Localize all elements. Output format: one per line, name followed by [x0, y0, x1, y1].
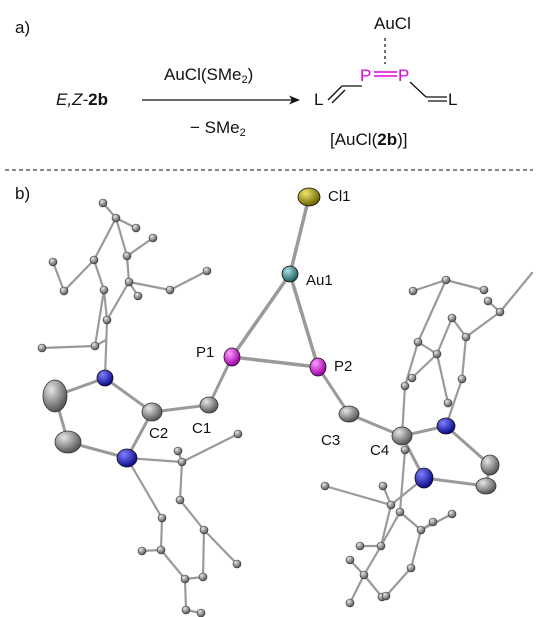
phosphorus-atoms [223, 347, 327, 377]
phosphorus-left-label: P [360, 66, 372, 85]
reagent-above-text: AuCl(SMe [164, 65, 242, 84]
panel-a-label: a) [15, 18, 31, 37]
product-name-prefix: [AuCl( [330, 130, 378, 149]
atom-label-p1: P1 [196, 344, 215, 361]
left-vinyl-linker [327, 85, 362, 104]
ligand-right-label: L [448, 90, 458, 109]
gold-atom [281, 265, 299, 283]
reaction-arrow [142, 95, 300, 105]
reactant-label: E,Z-2b [56, 90, 108, 110]
atom-label-cl1: Cl1 [328, 188, 351, 205]
phosphorus-right-label: P [398, 66, 410, 85]
atom-label-au1: Au1 [306, 272, 333, 289]
reagent-below: − SMe2 [190, 118, 246, 139]
atom-label-c4: C4 [370, 442, 390, 459]
carbon-atoms [37, 198, 505, 617]
ring-carbon-ellipsoids [42, 379, 500, 495]
nitrogen-atoms [96, 369, 456, 489]
reagent-above-close: ) [247, 65, 254, 84]
product-name: [AuCl(2b)] [330, 130, 407, 150]
reactant-id: 2b [88, 90, 108, 109]
reagent-above-subscript: 2 [241, 74, 248, 86]
reagent-below-text: − SMe [190, 118, 240, 137]
product-name-suffix: )] [397, 130, 408, 149]
atom-label-c2: C2 [149, 425, 169, 442]
atom-label-c3: C3 [321, 432, 341, 449]
atom-label-c1: C1 [192, 420, 212, 437]
reagent-below-subscript: 2 [239, 127, 246, 139]
panel-b-label: b) [15, 184, 31, 203]
atom-label-p2: P2 [334, 358, 353, 375]
reagent-above: AuCl(SMe2) [164, 65, 253, 86]
molecule-bonds [40, 195, 534, 615]
product-name-id: 2b [377, 130, 398, 149]
ligand-left-label: L [314, 90, 324, 109]
pp-double-bond [374, 71, 397, 77]
reactant-prefix: E,Z- [56, 90, 89, 109]
right-vinyl-linker [409, 81, 447, 102]
product-top-label: AuCl [374, 14, 411, 33]
chlorine-atom [297, 187, 321, 207]
